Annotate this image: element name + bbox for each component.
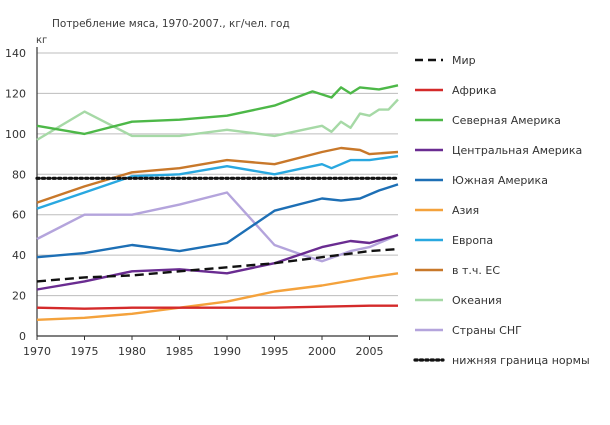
y-tick-label: 0 (19, 330, 26, 343)
chart-title: Потребление мяса, 1970-2007., кг/чел. го… (52, 18, 290, 30)
legend-label: Океания (452, 294, 502, 307)
series-line-азия (36, 272, 399, 321)
y-tick-label: 100 (5, 128, 26, 141)
y-tick-label: 120 (5, 87, 26, 100)
y-tick-label: 60 (12, 209, 26, 222)
legend-item-южная-америка: Южная Америка (415, 174, 548, 187)
x-tick-label: 2000 (308, 345, 336, 358)
legend-label: Центральная Америка (452, 144, 582, 157)
legend-item-нижняя-граница-нормы: нижняя граница нормы (413, 354, 590, 367)
legend-item-европа: Европа (415, 234, 493, 247)
y-tick-label: 40 (12, 249, 26, 262)
x-tick-labels: 1970 1975 1980 1985 1990 1995 2000 2005 (23, 336, 384, 358)
legend-item-океания: Океания (415, 294, 502, 307)
x-tick-label: 1995 (261, 345, 289, 358)
y-tick-label: 80 (12, 168, 26, 181)
legend-item-северная-америка: Северная Америка (415, 114, 561, 127)
legend-item-азия: Азия (415, 204, 479, 217)
y-axis-unit: кг (36, 35, 47, 46)
y-tick-label: 20 (12, 290, 26, 303)
x-tick-label: 1975 (71, 345, 99, 358)
legend-item-центральная-америка: Центральная Америка (415, 144, 582, 157)
legend-label: Европа (452, 234, 493, 247)
series-line-африка (36, 304, 398, 310)
legend-item-мир: Мир (415, 54, 476, 67)
legend-label: Азия (452, 204, 479, 217)
x-tick-label: 1985 (166, 345, 194, 358)
series-line-южная-америка (36, 183, 399, 259)
legend-label: Северная Америка (452, 114, 561, 127)
legend-label: Страны СНГ (452, 324, 522, 337)
series-line-океания (36, 98, 399, 141)
series-line-страны-снг (36, 191, 399, 263)
x-tick-label: 1970 (23, 345, 51, 358)
series-line-мир (36, 247, 399, 283)
x-tick-label: 1990 (213, 345, 241, 358)
legend: Мир Африка Северная Америка Центральная Аме… (413, 54, 590, 367)
legend-label: Южная Америка (452, 174, 548, 187)
y-tick-label: 140 (5, 47, 26, 60)
legend-item-в-т-ч-ес: в т.ч. ЕС (415, 264, 500, 277)
series-line-северная-америка (36, 84, 399, 136)
x-tick-label: 2005 (356, 345, 384, 358)
series-line-в-т-ч-ес (36, 146, 399, 204)
legend-label: Африка (452, 84, 496, 97)
x-tick-label: 1980 (118, 345, 146, 358)
legend-label: нижняя граница нормы (452, 354, 590, 367)
series-lines (35, 84, 400, 321)
legend-label: Мир (452, 54, 476, 67)
legend-label: в т.ч. ЕС (452, 264, 500, 277)
legend-item-африка: Африка (415, 84, 496, 97)
y-tick-labels: 0 20 40 60 80 100 120 140 (5, 47, 26, 343)
legend-item-страны-снг: Страны СНГ (415, 324, 522, 337)
series-line-европа (36, 154, 399, 210)
